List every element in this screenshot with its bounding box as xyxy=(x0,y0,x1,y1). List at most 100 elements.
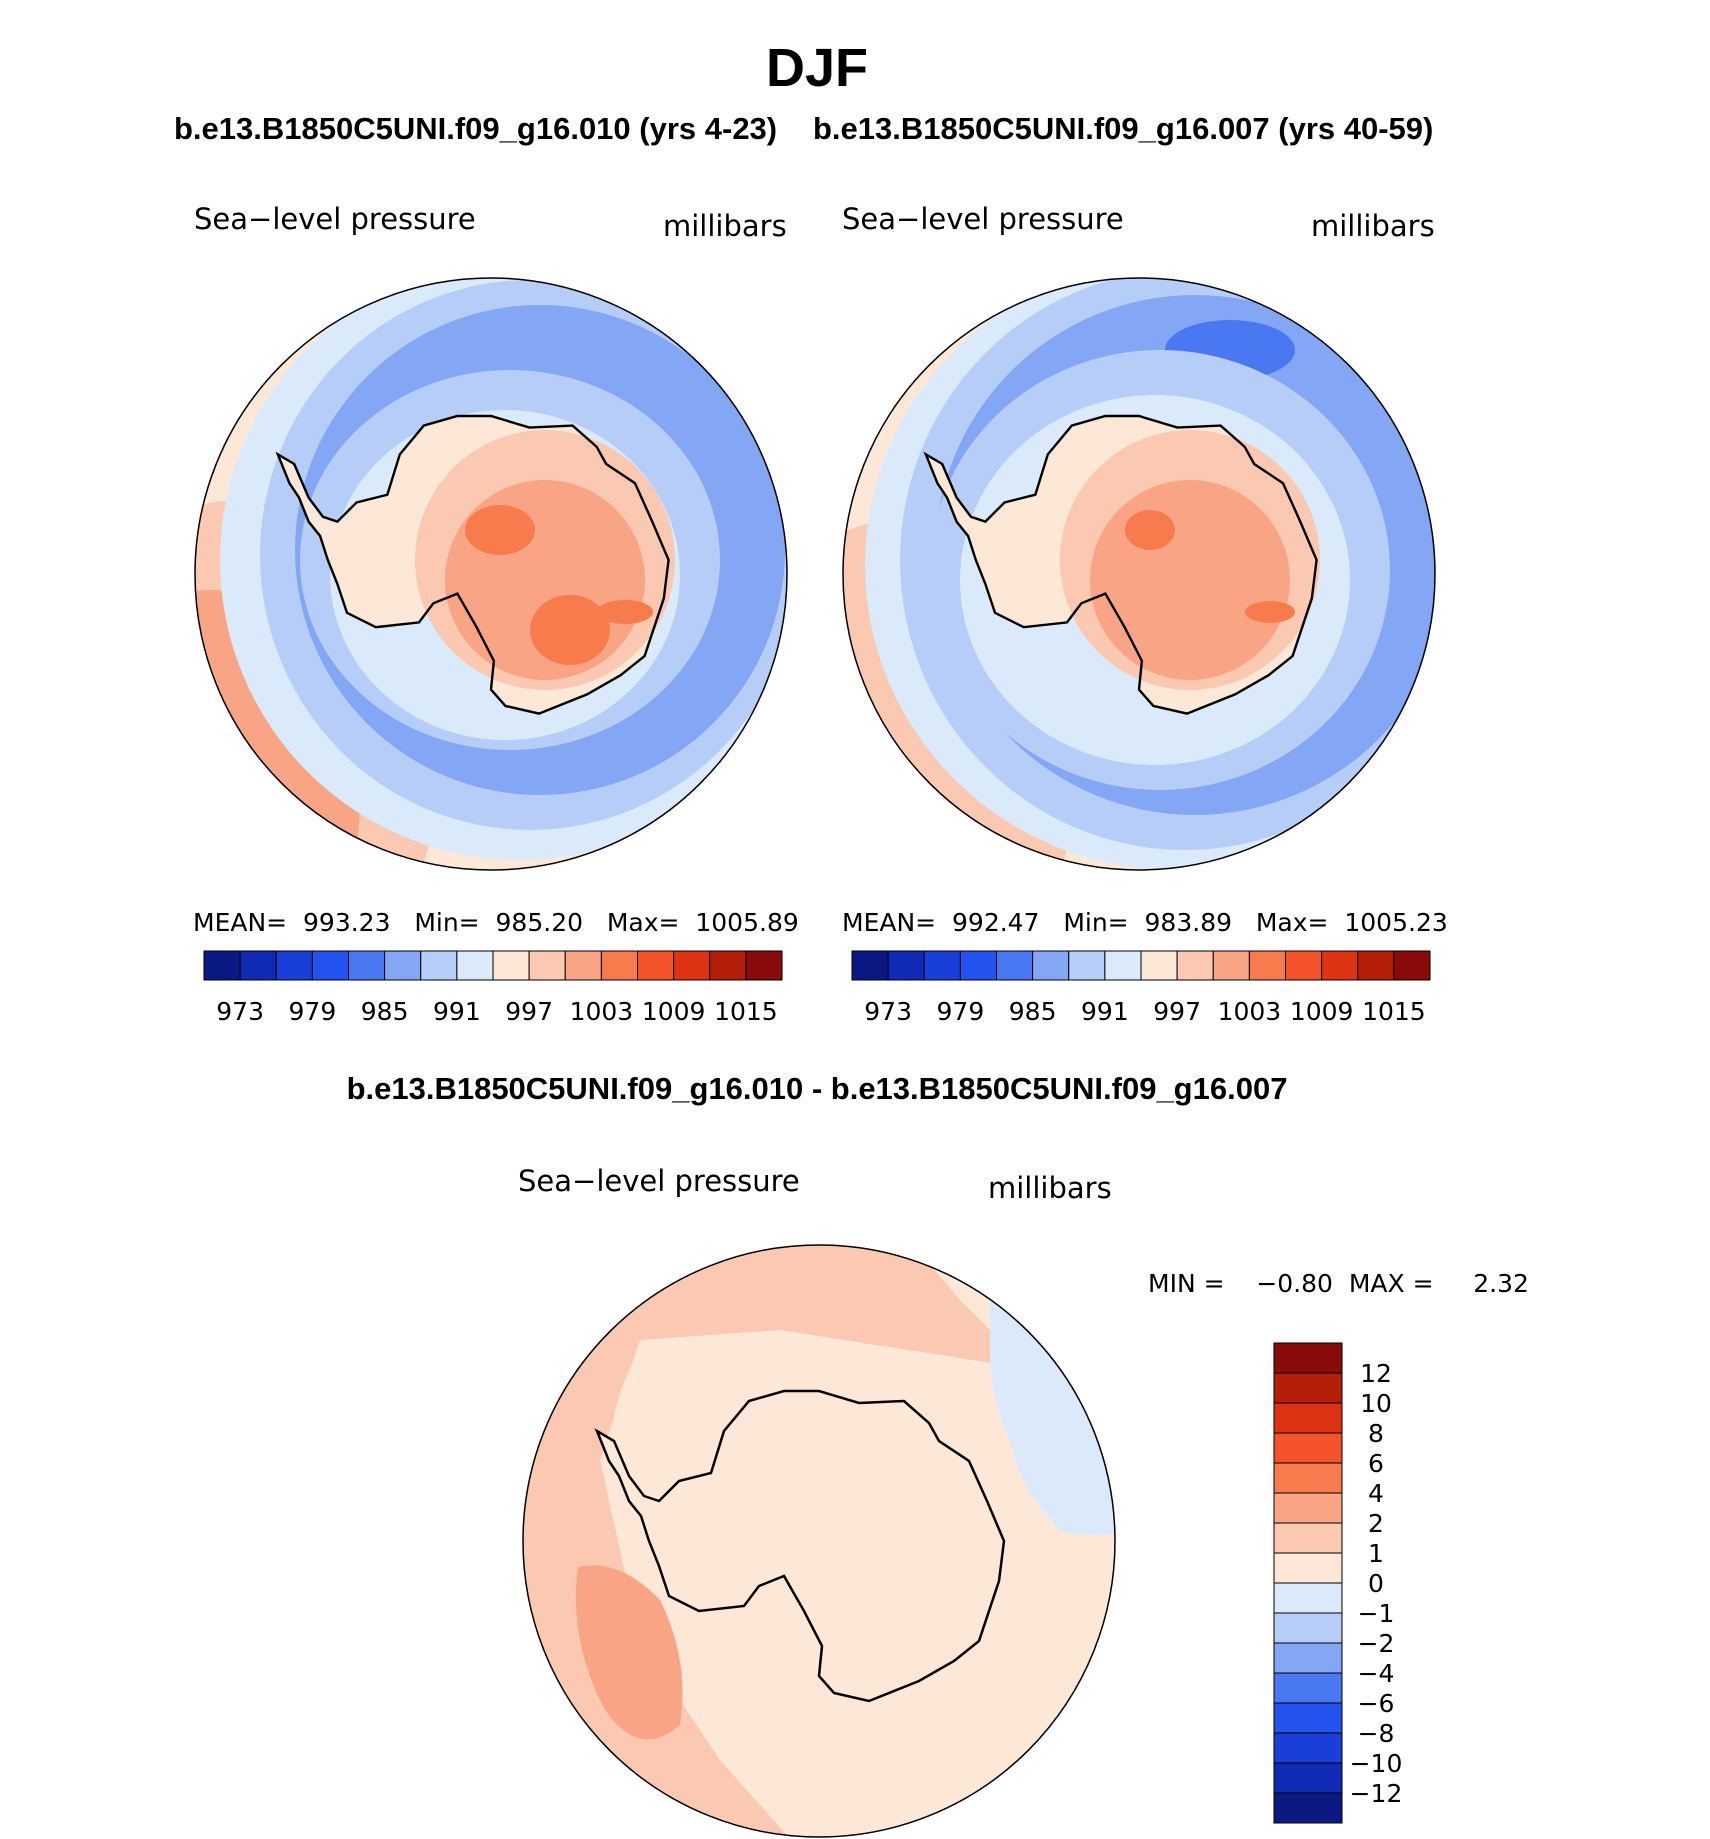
panel1-colorbar-box xyxy=(239,950,277,981)
panel2-units-label: millibars xyxy=(1311,209,1435,243)
panel2-colorbar-box xyxy=(1068,950,1106,981)
panel2-colorbar-box xyxy=(959,950,997,981)
panel2-colorbar-box xyxy=(1357,950,1395,981)
panel2-colorbar-box xyxy=(1176,950,1214,981)
panel1-colorbar-box xyxy=(673,950,711,981)
difference-colorbar-label: −8 xyxy=(1358,1719,1395,1748)
panel2-contour-field xyxy=(843,278,1435,870)
difference-colorbar-label: 0 xyxy=(1368,1569,1384,1598)
panel1-colorbar-box xyxy=(528,950,566,981)
difference-colorbar-box xyxy=(1273,1672,1343,1704)
panel2-colorbar-box xyxy=(1248,950,1286,981)
difference-colorbar-label: −6 xyxy=(1358,1689,1395,1718)
panel2-colorbar-label: 973 xyxy=(864,997,912,1026)
map-panel-case1: Sea−level pressure millibars ME xyxy=(193,202,799,1026)
panel3-stats: MIN = −0.80 MAX = 2.32 xyxy=(1148,1269,1529,1298)
difference-colorbar-box xyxy=(1273,1402,1343,1434)
panel2-variable-label: Sea−level pressure xyxy=(842,202,1124,236)
difference-colorbar-label: 10 xyxy=(1360,1389,1392,1418)
panel1-colorbar-box xyxy=(384,950,422,981)
panel3-contour-field xyxy=(523,1245,1115,1837)
panel1-map-boundary xyxy=(194,277,788,871)
panel1-colorbar-box xyxy=(348,950,386,981)
difference-colorbar-label: −12 xyxy=(1350,1779,1403,1808)
difference-colorbar-label: −2 xyxy=(1358,1629,1395,1658)
panel2-colorbar-box xyxy=(996,950,1034,981)
panel2-colorbar-label: 1009 xyxy=(1290,997,1354,1026)
difference-colorbar-box xyxy=(1273,1762,1343,1794)
panel1-stats: MEAN= 993.23 Min= 985.20 Max= 1005.89 xyxy=(193,908,799,937)
panel2-colorbar-box xyxy=(1104,950,1142,981)
difference-colorbar-label: 12 xyxy=(1360,1359,1392,1388)
difference-colorbar-box xyxy=(1273,1522,1343,1554)
panel2-map-boundary xyxy=(842,277,1436,871)
panel1-contour-field xyxy=(195,278,787,870)
panel1-colorbar-box xyxy=(600,950,638,981)
difference-colorbar-label: 6 xyxy=(1368,1449,1384,1478)
difference-colorbar-box xyxy=(1273,1642,1343,1674)
difference-colorbar-label: −10 xyxy=(1350,1749,1403,1778)
difference-colorbar-box xyxy=(1273,1462,1343,1494)
difference-colorbar-label: 4 xyxy=(1368,1479,1384,1508)
page-title: DJF xyxy=(766,38,868,98)
panel1-colorbar-box xyxy=(456,950,494,981)
panel2-colorbar-box xyxy=(1285,950,1323,981)
panel1-colorbar-box xyxy=(311,950,349,981)
panel1-colorbar-label: 985 xyxy=(361,997,409,1026)
case2-title: b.e13.B1850C5UNI.f09_g16.007 (yrs 40-59) xyxy=(813,111,1433,146)
panel2-colorbar-label: 1003 xyxy=(1218,997,1282,1026)
panel1-colorbar-box xyxy=(709,950,747,981)
panel2-colorbar-box xyxy=(851,950,889,981)
panel1-colorbar-box xyxy=(275,950,313,981)
panel1-colorbar-box xyxy=(745,950,783,981)
panel2-colorbar-label: 985 xyxy=(1009,997,1057,1026)
panel1-variable-label: Sea−level pressure xyxy=(194,202,476,236)
panel2-colorbar-label: 997 xyxy=(1153,997,1201,1026)
difference-colorbar-box xyxy=(1273,1342,1343,1374)
panel1-colorbar-box xyxy=(420,950,458,981)
difference-colorbar-label: −4 xyxy=(1358,1659,1395,1688)
difference-colorbar-box xyxy=(1273,1372,1343,1404)
panel1-units-label: millibars xyxy=(663,209,787,243)
difference-title: b.e13.B1850C5UNI.f09_g16.010 - b.e13.B18… xyxy=(347,1071,1288,1106)
case1-title: b.e13.B1850C5UNI.f09_g16.010 (yrs 4-23) xyxy=(174,111,777,146)
map-panel-case2: Sea−level pressure millibars MEAN= 992.4… xyxy=(842,202,1448,1026)
difference-colorbar-box xyxy=(1273,1732,1343,1764)
panel2-colorbar-box xyxy=(1032,950,1070,981)
difference-colorbar-box xyxy=(1273,1582,1343,1614)
panel2-colorbar-label: 979 xyxy=(937,997,985,1026)
panel1-colorbar-label: 1003 xyxy=(570,997,634,1026)
panel1-colorbar-label: 1009 xyxy=(642,997,706,1026)
difference-colorbar-label: −1 xyxy=(1358,1599,1395,1628)
panel1-colorbar-box xyxy=(203,950,241,981)
panel2-colorbar-box xyxy=(1140,950,1178,981)
panel2-colorbar: 973 979 985 991 997 1003 1009 1015 xyxy=(851,950,1431,1026)
panel3-map-boundary xyxy=(522,1244,1116,1838)
panel1-colorbar-label: 1015 xyxy=(714,997,778,1026)
panel2-colorbar-box xyxy=(887,950,925,981)
panel3-variable-label: Sea−level pressure xyxy=(518,1164,800,1198)
panel1-colorbar-label: 997 xyxy=(505,997,553,1026)
panel1-colorbar-box xyxy=(637,950,675,981)
difference-colorbar-box xyxy=(1273,1792,1343,1824)
panel1-colorbar-label: 973 xyxy=(216,997,264,1026)
panel1-colorbar-label: 979 xyxy=(289,997,337,1026)
panel2-colorbar-box xyxy=(1321,950,1359,981)
difference-colorbar-label: 1 xyxy=(1368,1539,1384,1568)
panel1-colorbar-label: 991 xyxy=(433,997,481,1026)
panel2-colorbar-label: 1015 xyxy=(1362,997,1426,1026)
map-panel-difference: Sea−level pressure millibars MIN = −0.80… xyxy=(518,1164,1529,1838)
panel2-colorbar-box xyxy=(1212,950,1250,981)
difference-colorbar-label: 2 xyxy=(1368,1509,1384,1538)
panel2-colorbar-box xyxy=(1393,950,1431,981)
panel3-units-label: millibars xyxy=(988,1171,1112,1205)
panel1-colorbar: 973 979 985 991 997 1003 1009 1015 xyxy=(203,950,783,1026)
panel1-colorbar-box xyxy=(564,950,602,981)
panel1-colorbar-box xyxy=(492,950,530,981)
panel2-stats: MEAN= 992.47 Min= 983.89 Max= 1005.23 xyxy=(842,908,1448,937)
difference-colorbar-box xyxy=(1273,1552,1343,1584)
difference-colorbar-box xyxy=(1273,1492,1343,1524)
difference-colorbar-box xyxy=(1273,1702,1343,1734)
